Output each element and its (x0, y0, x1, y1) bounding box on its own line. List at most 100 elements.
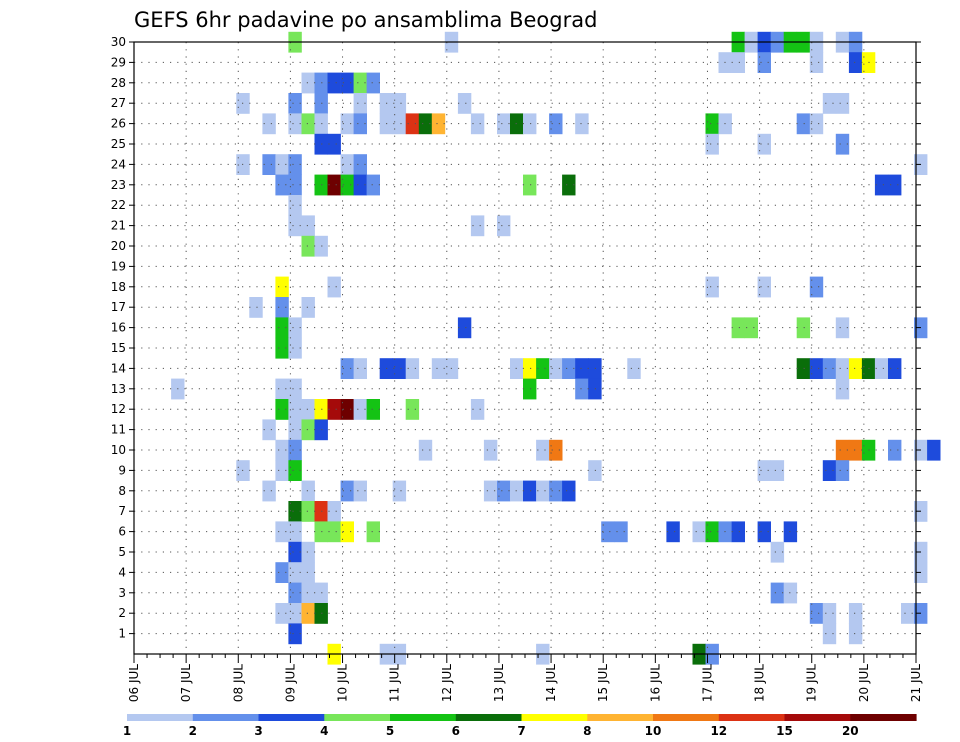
heatmap-cell (835, 358, 850, 379)
y-tick-label: 12 (111, 402, 126, 416)
heatmap-cell (523, 113, 537, 135)
heatmap-cell (575, 113, 589, 135)
x-tick-label: 11 JUL (388, 664, 402, 702)
colorbar-label: 6 (452, 724, 460, 738)
heatmap-cell (470, 399, 485, 420)
heatmap-cell (575, 358, 589, 379)
y-tick-label: 3 (118, 586, 126, 600)
colorbar-label: 12 (710, 724, 727, 738)
y-tick-label: 20 (111, 239, 126, 253)
heatmap-cell (809, 276, 824, 298)
heatmap-cell (497, 215, 511, 237)
heatmap-cell (770, 460, 785, 481)
heatmap-cell (327, 72, 341, 94)
heatmap-cell (627, 358, 641, 379)
heatmap-cell (562, 358, 576, 379)
y-tick-label: 6 (118, 525, 126, 539)
heatmap-cell (340, 174, 354, 196)
heatmap-cell (327, 501, 341, 522)
heatmap-cell (418, 113, 433, 135)
x-tick-label: 10 JUL (336, 664, 350, 702)
heatmap-cell (340, 480, 354, 502)
heatmap-cell (275, 297, 289, 318)
y-tick-label: 10 (111, 443, 126, 457)
heatmap-cell (835, 93, 850, 114)
colorbar-label: 20 (842, 724, 859, 738)
heatmap-cell (405, 358, 420, 379)
heatmap-cell (301, 541, 315, 563)
heatmap-cell (366, 399, 380, 420)
colorbar-label: 1 (123, 724, 131, 738)
heatmap-cell (666, 521, 680, 543)
heatmap-cell (275, 174, 289, 196)
y-tick-label: 28 (111, 76, 126, 90)
y-tick-label: 17 (111, 300, 126, 314)
heatmap-cell (822, 358, 837, 379)
y-tick-label: 1 (118, 627, 126, 641)
heatmap-cell (301, 562, 315, 583)
heatmap-cell (901, 603, 915, 624)
y-tick-label: 7 (118, 504, 126, 518)
heatmap-cell (301, 215, 315, 237)
colorbar-swatch (850, 714, 917, 721)
heatmap-cell (536, 439, 550, 461)
y-tick-label: 9 (118, 463, 126, 477)
heatmap-cell (262, 419, 276, 441)
x-tick-label: 09 JUL (283, 664, 297, 702)
y-tick-label: 30 (111, 35, 126, 49)
heatmap-cell (575, 378, 589, 400)
heatmap-cell (757, 521, 771, 543)
heatmap-cell (536, 480, 550, 502)
colorbar-swatch (587, 714, 654, 721)
heatmap-cell (744, 317, 758, 339)
heatmap-cell (275, 460, 289, 481)
heatmap-cell (757, 460, 771, 481)
heatmap-cell (288, 460, 302, 481)
heatmap-cell (549, 113, 563, 135)
x-tick-label: 18 JUL (753, 664, 767, 702)
heatmap-cell (848, 439, 863, 461)
heatmap-cell (340, 154, 354, 175)
heatmap-cell (483, 439, 498, 461)
heatmap-cell (483, 480, 498, 502)
colorbar-swatch (521, 714, 588, 721)
heatmap-cell (523, 174, 537, 196)
heatmap-cell (497, 480, 511, 502)
heatmap-cell (796, 113, 811, 135)
heatmap-cell (562, 174, 576, 196)
x-tick-label: 14 JUL (544, 664, 558, 702)
x-tick-label: 12 JUL (440, 664, 454, 702)
y-tick-label: 15 (111, 341, 126, 355)
heatmap-cell (796, 317, 811, 339)
y-tick-label: 16 (111, 321, 126, 335)
heatmap-cell (731, 317, 745, 339)
heatmap-cell (353, 358, 367, 379)
heatmap-cell (731, 521, 745, 543)
heatmap-cell (705, 521, 719, 543)
heatmap-cell (614, 521, 628, 543)
x-tick-label: 13 JUL (492, 664, 506, 702)
heatmap-cell (340, 358, 354, 379)
heatmap-cell (457, 317, 472, 339)
heatmap-cell (288, 399, 302, 420)
heatmap-cell (288, 521, 302, 543)
y-tick-label: 11 (111, 423, 126, 437)
heatmap-cell (835, 378, 850, 400)
heatmap-cell (301, 582, 315, 604)
heatmap-cell (835, 460, 850, 481)
colorbar-swatch (390, 714, 457, 721)
heatmap-cell (327, 174, 341, 196)
colorbar-swatch (653, 714, 720, 721)
heatmap-cell (275, 562, 289, 583)
heatmap-cell (523, 378, 537, 400)
heatmap-cell (405, 113, 420, 135)
x-tick-label: 07 JUL (179, 664, 193, 702)
x-tick-label: 06 JUL (127, 664, 141, 702)
heatmap-cell (275, 276, 289, 298)
colorbar-swatch (127, 714, 194, 721)
heatmap-cell (431, 113, 446, 135)
heatmap-cell (288, 541, 302, 563)
heatmap-cell (353, 399, 367, 420)
heatmap-cell (275, 439, 289, 461)
